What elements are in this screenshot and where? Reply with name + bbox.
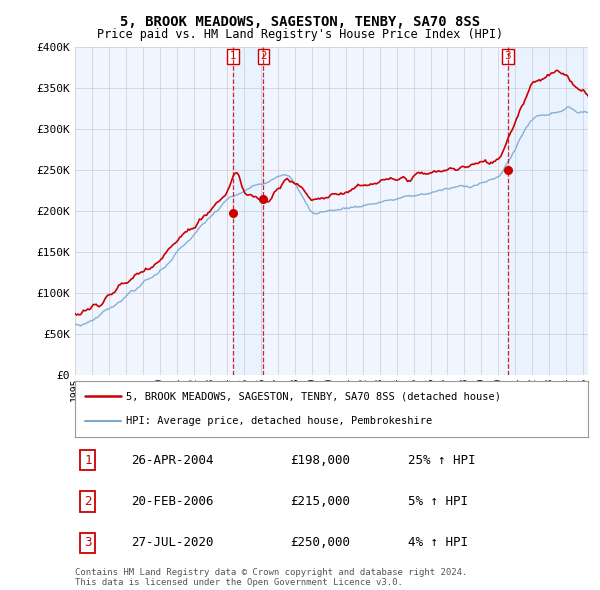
Text: 1: 1 [229, 51, 236, 61]
Text: 26-APR-2004: 26-APR-2004 [131, 454, 214, 467]
Text: £250,000: £250,000 [290, 536, 350, 549]
Text: 1: 1 [84, 454, 92, 467]
Text: 27-JUL-2020: 27-JUL-2020 [131, 536, 214, 549]
Text: 3: 3 [505, 51, 511, 61]
Text: 25% ↑ HPI: 25% ↑ HPI [409, 454, 476, 467]
Text: £198,000: £198,000 [290, 454, 350, 467]
Bar [508, 47, 588, 375]
Text: 3: 3 [84, 536, 92, 549]
Text: 5% ↑ HPI: 5% ↑ HPI [409, 495, 469, 508]
Text: 20-FEB-2006: 20-FEB-2006 [131, 495, 214, 508]
Text: 2: 2 [260, 51, 267, 61]
Text: This data is licensed under the Open Government Licence v3.0.: This data is licensed under the Open Gov… [75, 578, 403, 587]
Text: Contains HM Land Registry data © Crown copyright and database right 2024.: Contains HM Land Registry data © Crown c… [75, 568, 467, 576]
Text: 5, BROOK MEADOWS, SAGESTON, TENBY, SA70 8SS: 5, BROOK MEADOWS, SAGESTON, TENBY, SA70 … [120, 15, 480, 29]
Text: 4% ↑ HPI: 4% ↑ HPI [409, 536, 469, 549]
Text: 5, BROOK MEADOWS, SAGESTON, TENBY, SA70 8SS (detached house): 5, BROOK MEADOWS, SAGESTON, TENBY, SA70 … [127, 391, 502, 401]
Text: Price paid vs. HM Land Registry's House Price Index (HPI): Price paid vs. HM Land Registry's House … [97, 28, 503, 41]
Bar [233, 47, 263, 375]
Text: 2: 2 [84, 495, 92, 508]
Text: HPI: Average price, detached house, Pembrokeshire: HPI: Average price, detached house, Pemb… [127, 416, 433, 426]
Text: £215,000: £215,000 [290, 495, 350, 508]
